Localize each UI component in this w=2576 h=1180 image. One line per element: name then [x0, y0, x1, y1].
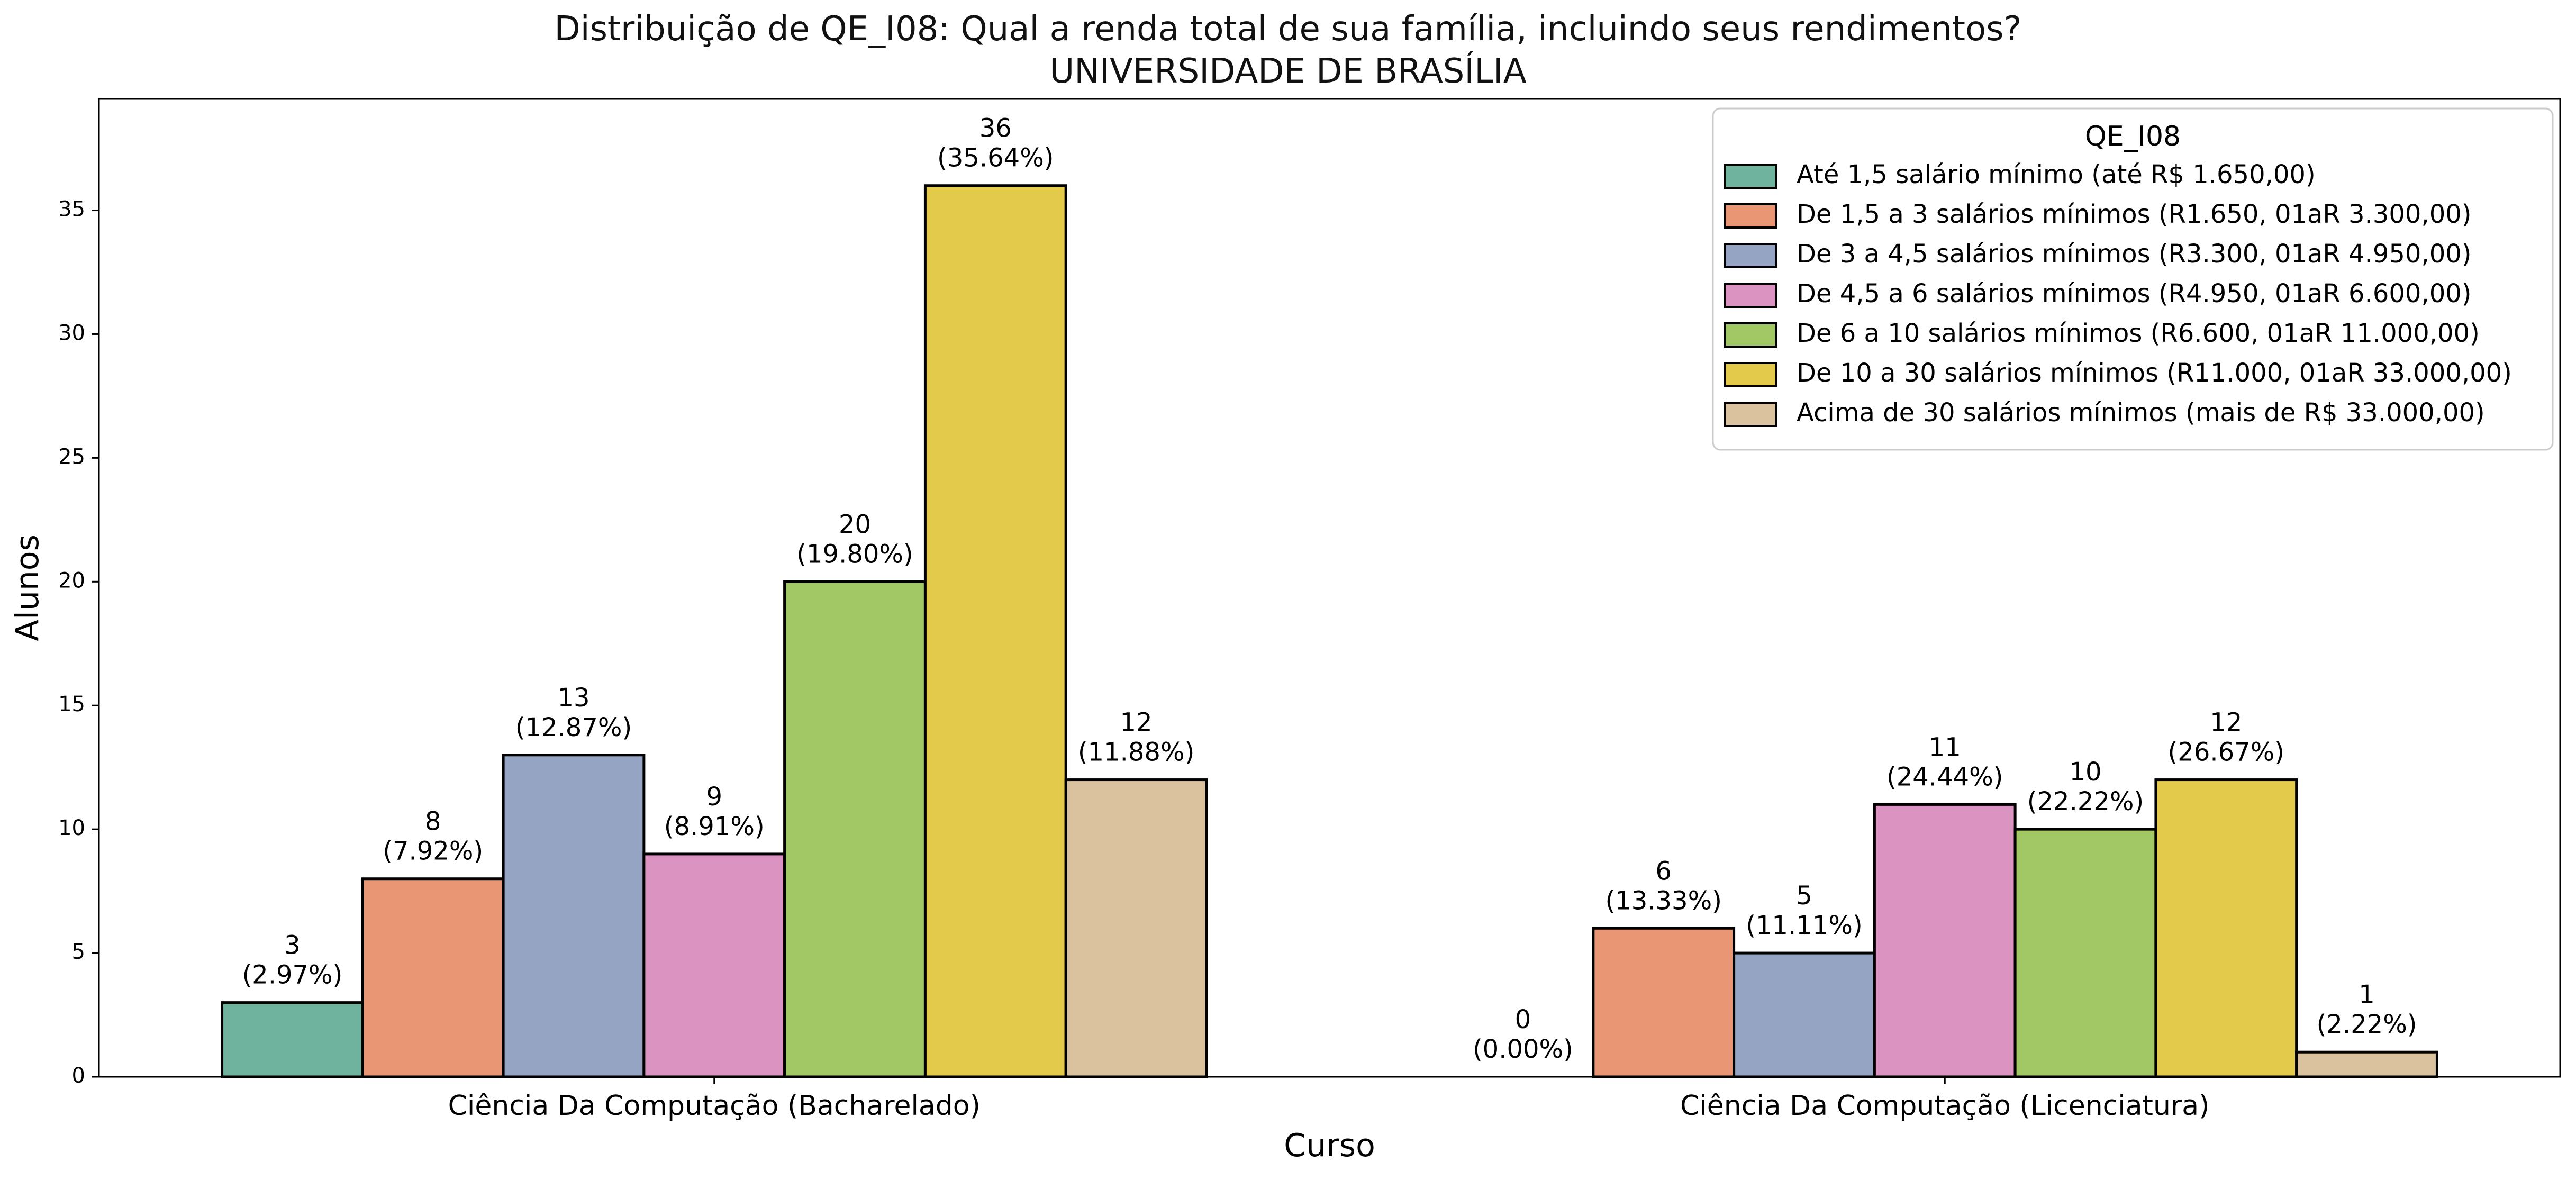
bar-value-label-1-4: 10 [2069, 757, 2101, 787]
bar-0-0 [221, 1001, 364, 1078]
chart-title: Distribuição de QE_I08: Qual a renda tot… [554, 10, 2022, 49]
plot-frame [98, 98, 2561, 1078]
legend-label-6: Acima de 30 salários mínimos (mais de R$… [1797, 398, 2485, 428]
bar-percent-label-0-1: (7.92%) [383, 837, 483, 866]
legend-swatch-4 [1724, 322, 1777, 348]
legend-label-0: Até 1,5 salário mínimo (até R$ 1.650,00) [1797, 160, 2316, 189]
y-tick-label-6: 30 [58, 321, 85, 345]
bar-value-label-1-3: 11 [1929, 732, 1961, 762]
legend-swatch-3 [1724, 283, 1777, 308]
bar-value-label-0-1: 8 [425, 807, 441, 837]
y-tick-label-2: 10 [58, 816, 85, 840]
bar-value-label-1-1: 6 [1655, 856, 1672, 886]
y-tick-label-4: 20 [58, 568, 85, 593]
bar-percent-label-1-3: (24.44%) [1886, 762, 2003, 792]
bar-1-2 [1733, 951, 1876, 1078]
bar-value-label-0-0: 3 [284, 931, 301, 960]
bar-value-label-0-2: 13 [557, 683, 589, 713]
bar-value-label-1-5: 12 [2210, 708, 2242, 738]
y-tick-label-1: 5 [72, 940, 85, 964]
bar-0-1 [361, 877, 505, 1078]
bar-percent-label-1-4: (22.22%) [2027, 787, 2144, 816]
legend-title: QE_I08 [2085, 121, 2181, 152]
y-tick-label-7: 35 [58, 197, 85, 222]
legend-swatch-5 [1724, 362, 1777, 387]
legend-label-2: De 3 a 4,5 salários mínimos (R3.300, 01a… [1797, 239, 2472, 269]
bar-percent-label-1-6: (2.22%) [2317, 1010, 2417, 1039]
bar-0-2 [502, 754, 646, 1078]
bar-1-6 [2295, 1050, 2438, 1078]
y-tick-label-3: 15 [58, 692, 85, 716]
x-axis-label: Curso [1284, 1127, 1375, 1164]
bar-0-4 [783, 580, 927, 1078]
legend-label-3: De 4,5 a 6 salários mínimos (R4.950, 01a… [1797, 279, 2472, 308]
bar-0-5 [923, 184, 1067, 1078]
bar-value-label-0-6: 12 [1120, 708, 1153, 738]
bar-percent-label-1-0: (0.00%) [1473, 1034, 1573, 1064]
bar-percent-label-0-4: (19.80%) [796, 539, 913, 569]
legend-box [1712, 107, 2554, 451]
legend-label-1: De 1,5 a 3 salários mínimos (R1.650, 01a… [1797, 199, 2472, 229]
bar-percent-label-0-2: (12.87%) [515, 713, 632, 742]
legend-swatch-2 [1724, 243, 1777, 268]
legend-label-4: De 6 a 10 salários mínimos (R6.600, 01aR… [1797, 319, 2480, 348]
bar-percent-label-0-6: (11.88%) [1078, 738, 1194, 767]
x-tick-label-0: Ciência Da Computação (Bacharelado) [448, 1090, 981, 1122]
bar-value-label-1-6: 1 [2359, 980, 2375, 1010]
y-axis-label: Alunos [9, 534, 46, 641]
bar-0-6 [1064, 778, 1208, 1078]
bar-percent-label-1-1: (13.33%) [1605, 886, 1721, 915]
y-tick-label-0: 0 [72, 1064, 85, 1088]
bar-1-3 [1873, 803, 2017, 1078]
bar-percent-label-1-5: (26.67%) [2168, 738, 2284, 767]
x-tick-label-1: Ciência Da Computação (Licenciatura) [1680, 1090, 2209, 1122]
bar-1-5 [2154, 778, 2298, 1078]
bar-value-label-0-3: 9 [706, 782, 722, 812]
bar-percent-label-0-3: (8.91%) [664, 812, 765, 841]
y-tick-label-5: 25 [58, 444, 85, 469]
bar-value-label-1-0: 0 [1515, 1005, 1531, 1034]
bar-value-label-0-5: 36 [979, 114, 1012, 143]
chart-subtitle: UNIVERSIDADE DE BRASÍLIA [1049, 52, 1527, 91]
bar-percent-label-1-2: (11.11%) [1746, 911, 1862, 940]
bar-value-label-0-4: 20 [839, 510, 871, 539]
bar-percent-label-0-5: (35.64%) [937, 143, 1054, 173]
bar-1-4 [2013, 828, 2157, 1078]
legend-swatch-0 [1724, 164, 1777, 189]
bar-0-3 [642, 852, 786, 1078]
bar-1-1 [1592, 927, 1736, 1078]
legend-swatch-1 [1724, 203, 1777, 229]
bar-value-label-1-2: 5 [1796, 881, 1812, 911]
legend-swatch-6 [1724, 402, 1777, 427]
bar-percent-label-0-0: (2.97%) [242, 960, 342, 990]
legend-label-5: De 10 a 30 salários mínimos (R11.000, 01… [1797, 358, 2512, 388]
